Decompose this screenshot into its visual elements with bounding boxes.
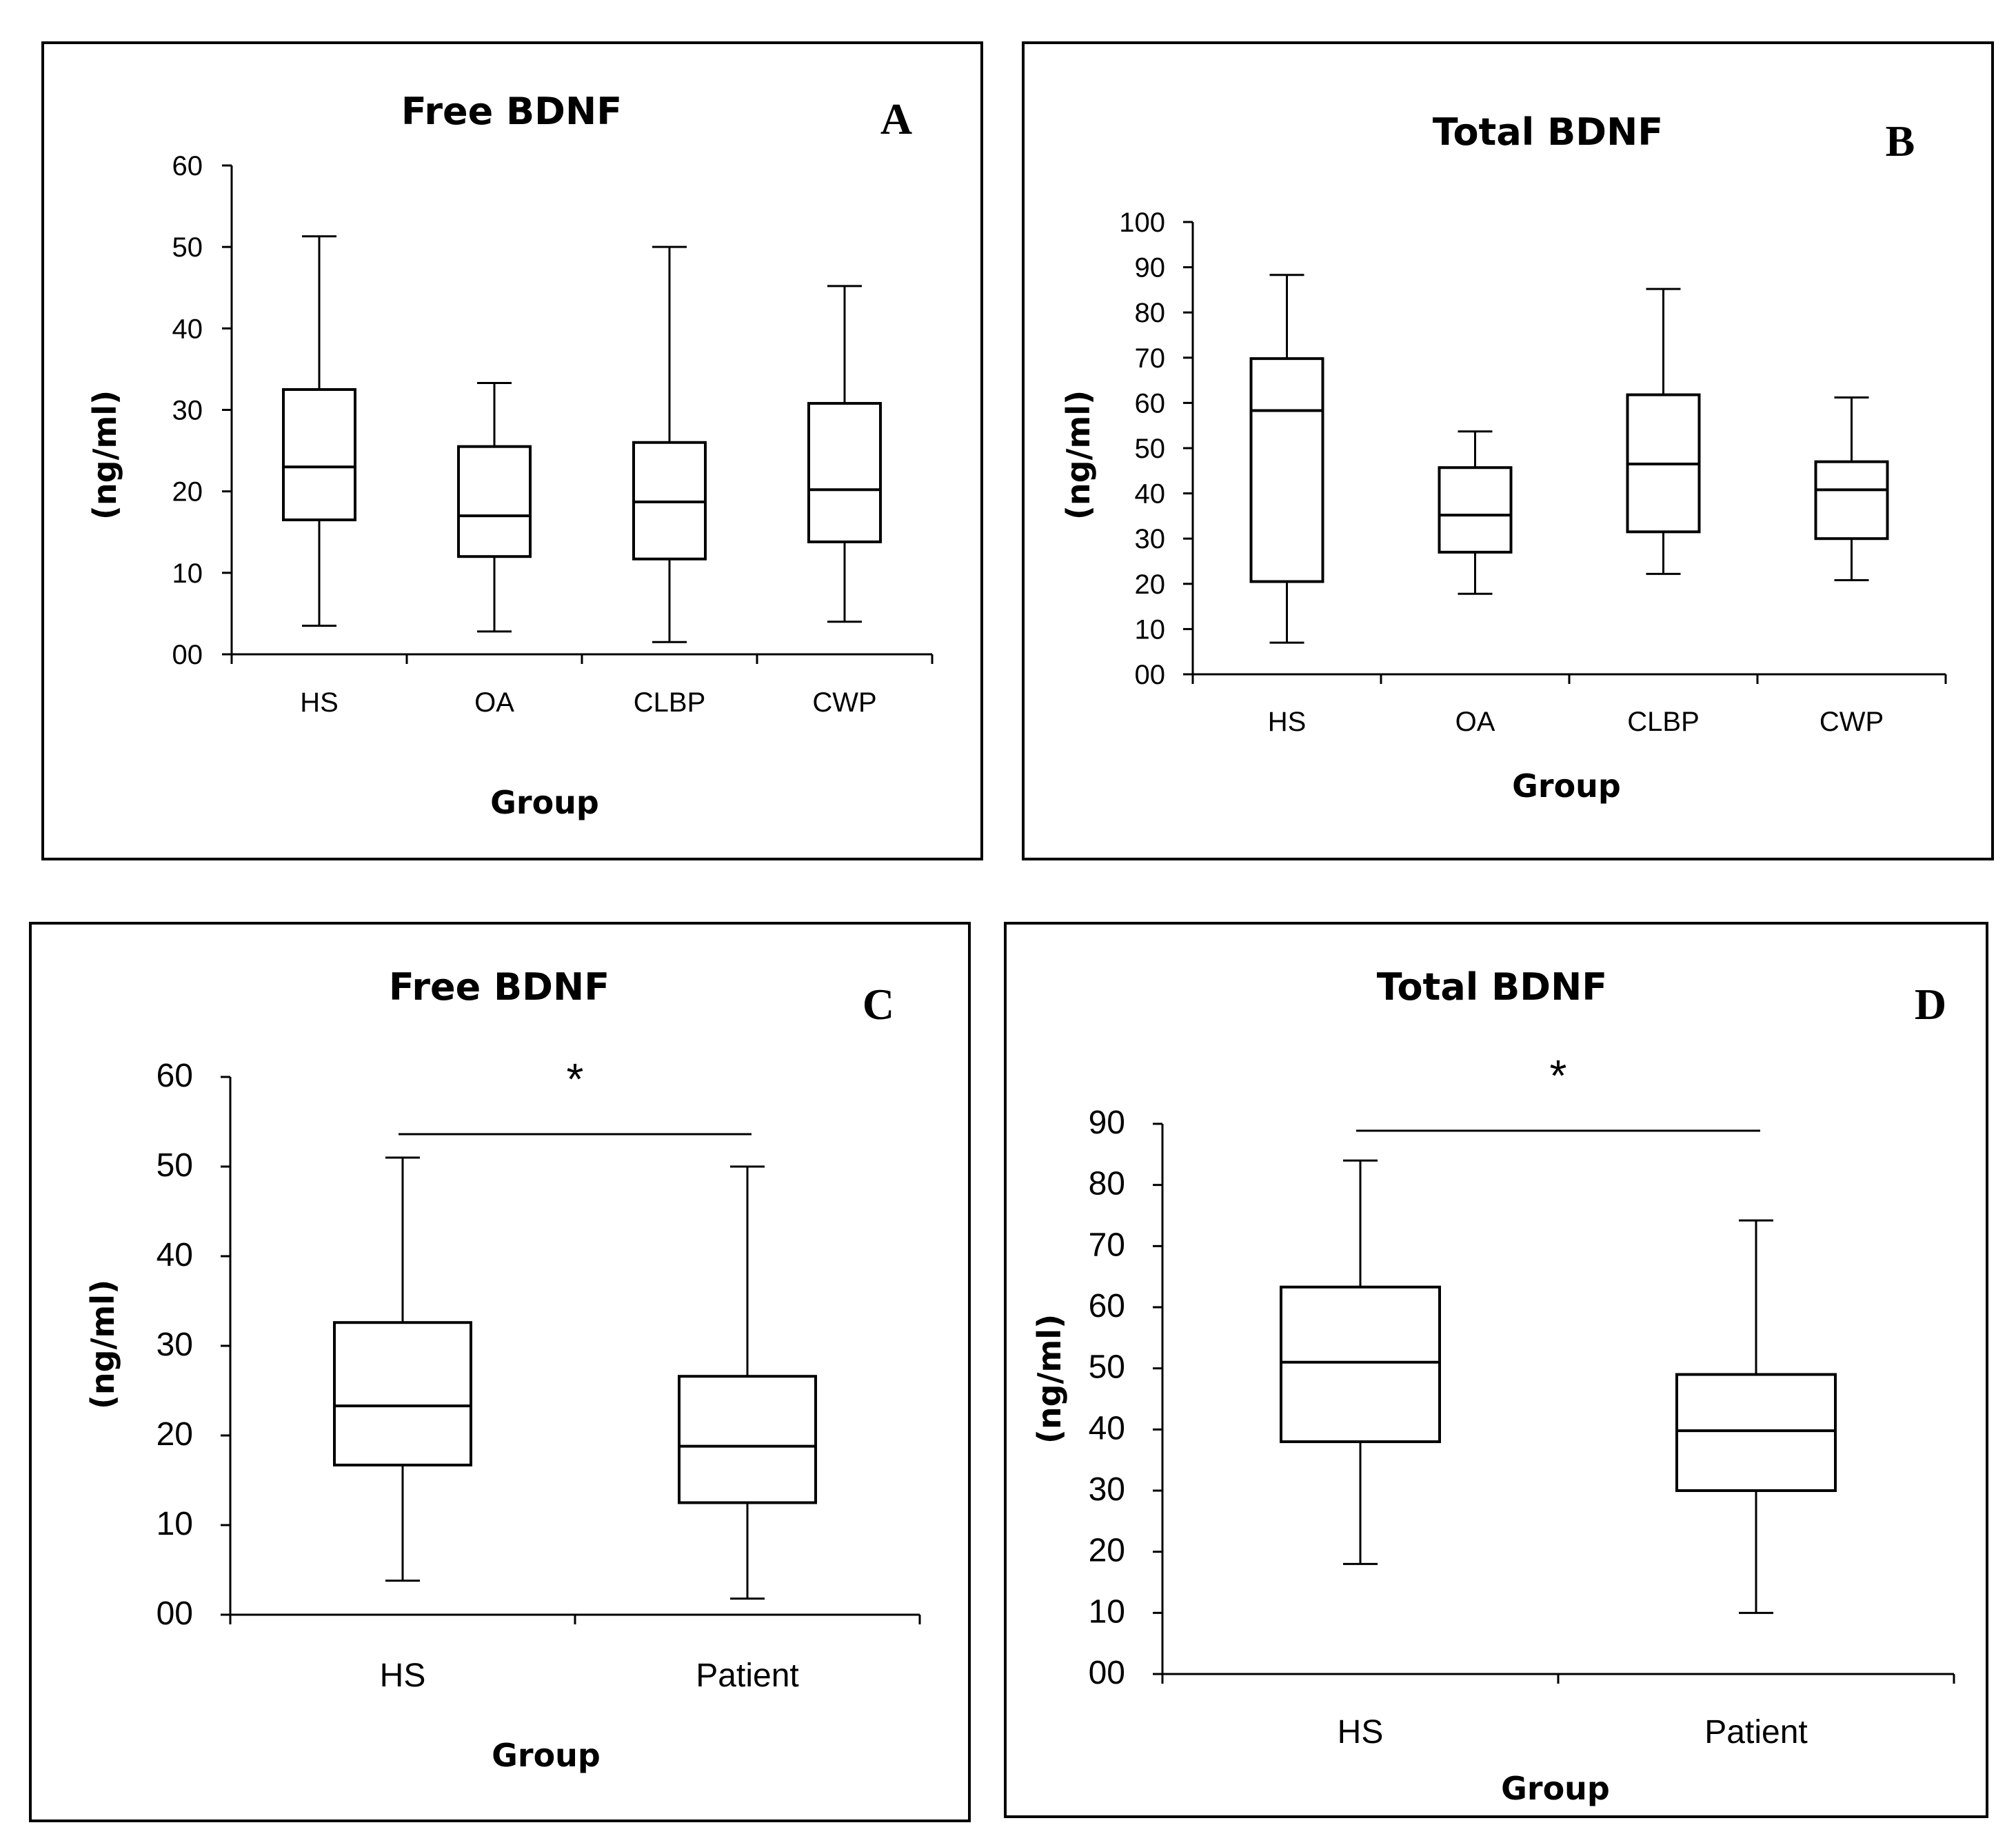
x-axis-title: Group: [490, 784, 599, 821]
y-tick-label: 50: [1135, 434, 1166, 464]
y-tick-label: 90: [1089, 1105, 1125, 1141]
y-tick-label: 20: [1135, 569, 1166, 600]
box-patient: [678, 1165, 817, 1600]
panel-letter: B: [1886, 117, 1915, 165]
x-tick-label: OA: [1455, 707, 1495, 737]
significance-star: *: [567, 1054, 584, 1104]
y-tick-label: 90: [1135, 253, 1166, 283]
chart-title: Total BDNF: [1433, 110, 1663, 154]
y-tick-label: 60: [157, 1058, 193, 1094]
y-tick-label: 20: [157, 1416, 193, 1453]
x-tick-label: Patient: [696, 1657, 798, 1694]
x-tick-label: HS: [1268, 707, 1307, 737]
box-patient: [1675, 1219, 1837, 1614]
x-tick-label: HS: [300, 687, 339, 718]
y-tick-label: 100: [1119, 208, 1165, 238]
iqr-box: [1249, 357, 1324, 583]
y-tick-label: 80: [1135, 298, 1166, 328]
x-tick-label: CWP: [1820, 707, 1884, 737]
iqr-box: [282, 387, 356, 522]
chart-title: Free BDNF: [401, 90, 622, 133]
iqr-box: [1675, 1373, 1837, 1492]
box-hs: [1249, 274, 1324, 644]
y-tick-label: 30: [1089, 1471, 1125, 1508]
panel-frame: [29, 922, 971, 1822]
y-tick-label: 50: [1089, 1349, 1125, 1386]
y-tick-label: 00: [172, 640, 203, 670]
y-tick-label: 30: [157, 1327, 193, 1363]
y-axis-title: (ng/ml): [84, 1280, 121, 1409]
y-tick-label: 30: [1135, 524, 1166, 554]
x-tick-label: CLBP: [634, 687, 706, 718]
box-hs: [282, 235, 356, 627]
iqr-box: [1814, 460, 1889, 541]
panel-a: Free BDNF A 00 10 20 30 40 50 60 (ng/ml) Group HS OA…: [41, 41, 983, 860]
box-clbp: [1626, 288, 1701, 575]
chart-title: Total BDNF: [1377, 965, 1607, 1009]
panel-letter: D: [1915, 980, 1946, 1029]
y-tick-label: 30: [172, 396, 203, 426]
iqr-box: [678, 1375, 817, 1504]
y-tick-label: 60: [1089, 1288, 1125, 1324]
significance-star: *: [1550, 1051, 1567, 1100]
iqr-box: [1280, 1285, 1441, 1444]
x-tick-label: HS: [380, 1657, 426, 1694]
panel-b: Total BDNF B 00 10 20 30 40 50 60 70 80 90 100 (ng/ml…: [1022, 41, 1994, 860]
panel-frame: [1004, 922, 1988, 1818]
y-tick-label: 80: [1089, 1166, 1125, 1202]
iqr-box: [333, 1321, 472, 1466]
x-tick-label: HS: [1338, 1714, 1384, 1751]
box-oa: [1438, 430, 1513, 595]
y-axis-title: (ng/ml): [1031, 1314, 1068, 1444]
y-axis-title: (ng/ml): [86, 390, 123, 520]
y-tick-label: 60: [1135, 388, 1166, 419]
box-cwp: [807, 285, 882, 623]
y-tick-label: 10: [1135, 614, 1166, 645]
panel-letter: C: [863, 980, 894, 1029]
box-hs: [1280, 1159, 1441, 1565]
y-tick-label: 00: [1135, 660, 1166, 690]
y-tick-label: 00: [157, 1595, 193, 1632]
y-tick-label: 20: [1089, 1533, 1125, 1569]
y-tick-label: 40: [157, 1237, 193, 1273]
x-tick-label: Patient: [1704, 1714, 1807, 1751]
y-tick-label: 40: [1135, 479, 1166, 510]
x-tick-label: CWP: [812, 687, 876, 718]
y-tick-label: 50: [172, 232, 203, 263]
panel-letter: A: [880, 94, 912, 143]
y-tick-label: 60: [172, 151, 203, 181]
x-axis-title: Group: [1512, 767, 1621, 805]
panel-frame: [1022, 41, 1994, 860]
panel-d: Total BDNF D 00 10 20 30 40 50 60 70 80 90 (ng/ml) Gr…: [1004, 922, 1988, 1818]
iqr-box: [1438, 466, 1513, 554]
box-oa: [457, 382, 532, 633]
panel-frame: [41, 41, 983, 860]
y-tick-label: 70: [1089, 1227, 1125, 1263]
y-tick-label: 40: [172, 314, 203, 344]
x-axis-title: Group: [1501, 1770, 1610, 1807]
y-tick-label: 10: [1089, 1593, 1125, 1630]
box-hs: [333, 1156, 472, 1582]
x-tick-label: CLBP: [1627, 707, 1700, 737]
y-tick-label: 10: [157, 1506, 193, 1542]
y-tick-label: 20: [172, 477, 203, 507]
panel-c: Free BDNF C 00 10 20 30 40 50 60 (ng/ml) Group HS Pa…: [29, 922, 971, 1822]
y-tick-label: 10: [172, 558, 203, 589]
iqr-box: [807, 402, 882, 543]
box-clbp: [632, 245, 707, 643]
y-axis-title: (ng/ml): [1060, 390, 1097, 520]
x-tick-label: OA: [474, 687, 514, 718]
iqr-box: [457, 445, 532, 558]
y-tick-label: 70: [1135, 343, 1166, 374]
box-cwp: [1814, 396, 1889, 582]
y-tick-label: 00: [1089, 1655, 1125, 1691]
y-tick-label: 50: [157, 1147, 193, 1184]
chart-title: Free BDNF: [389, 965, 609, 1009]
y-tick-label: 40: [1089, 1410, 1125, 1446]
x-axis-title: Group: [492, 1737, 601, 1774]
